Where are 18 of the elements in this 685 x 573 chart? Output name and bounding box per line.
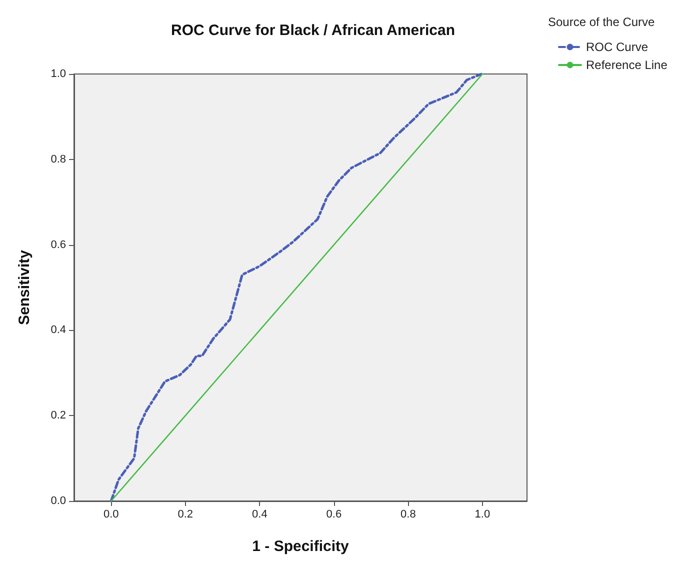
y-tick-label: 1.0	[50, 68, 66, 80]
legend-label: ROC Curve	[586, 40, 648, 54]
x-tick-label: 0.8	[400, 508, 416, 520]
x-tick-label: 0.4	[252, 508, 268, 520]
x-tick-label: 1.0	[474, 508, 490, 520]
y-tick-label: 0.8	[50, 153, 66, 166]
x-axis-title: 1 - Specificity	[252, 538, 350, 555]
x-tick-label: 0.6	[326, 508, 342, 520]
legend-label: Reference Line	[586, 58, 668, 72]
legend-title: Source of the Curve	[548, 15, 656, 29]
y-tick-label: 0.0	[50, 495, 66, 507]
y-tick-label: 0.4	[50, 324, 66, 336]
chart-title: ROC Curve for Black / African American	[171, 22, 455, 39]
y-tick-label: 0.2	[50, 410, 66, 422]
x-tick-label: 0.0	[103, 508, 119, 520]
y-tick-label: 0.6	[50, 238, 66, 251]
y-axis-title: Sensitivity	[16, 249, 33, 326]
x-tick-label: 0.2	[178, 508, 194, 520]
